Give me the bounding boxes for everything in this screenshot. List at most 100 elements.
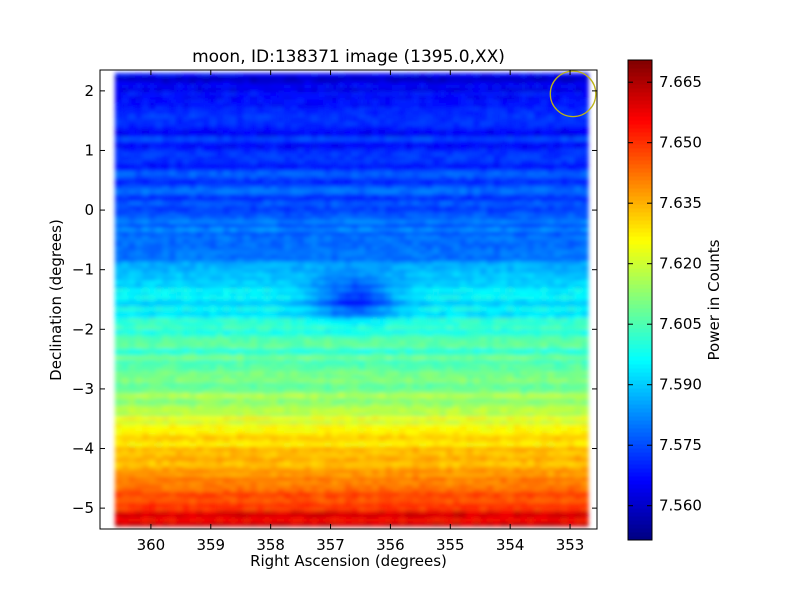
- heatmap-cell: [142, 307, 150, 312]
- heatmap-cell: [493, 144, 501, 150]
- heatmap-cell: [331, 257, 339, 263]
- heatmap-cell: [169, 223, 177, 229]
- heatmap-cell: [114, 208, 123, 214]
- heatmap-cell: [473, 80, 481, 85]
- heatmap-cell: [439, 159, 447, 165]
- heatmap-cell: [277, 197, 285, 202]
- heatmap-cell: [560, 84, 569, 89]
- heatmap-cell: [452, 118, 461, 123]
- heatmap-cell: [310, 84, 319, 89]
- heatmap-cell: [290, 129, 299, 134]
- heatmap-cell: [189, 178, 197, 184]
- heatmap-cell: [533, 88, 542, 93]
- heatmap-cell: [432, 246, 440, 252]
- heatmap-cell: [182, 114, 190, 119]
- heatmap-cell: [209, 307, 217, 312]
- heatmap-cell: [351, 80, 359, 85]
- heatmap-cell: [486, 231, 495, 236]
- heatmap-cell: [317, 84, 326, 89]
- heatmap-cell: [473, 257, 481, 263]
- heatmap-cell: [182, 325, 190, 331]
- heatmap-cell: [344, 91, 353, 97]
- heatmap-cell: [473, 174, 481, 180]
- heatmap-cell: [500, 76, 508, 82]
- heatmap-cell: [277, 88, 285, 93]
- heatmap-cell: [405, 246, 413, 252]
- heatmap-cell: [243, 129, 251, 134]
- heatmap-cell: [243, 318, 251, 323]
- heatmap-cell: [250, 261, 258, 267]
- heatmap-cell: [135, 337, 143, 342]
- heatmap-cell: [547, 91, 555, 97]
- heatmap-cell: [419, 91, 427, 97]
- heatmap-cell: [378, 197, 386, 202]
- heatmap-cell: [398, 269, 407, 274]
- heatmap-cell: [412, 307, 420, 312]
- heatmap-cell: [155, 329, 163, 335]
- heatmap-cell: [351, 174, 359, 180]
- heatmap-cell: [135, 269, 143, 274]
- heatmap-cell: [337, 174, 346, 180]
- heatmap-cell: [500, 193, 508, 199]
- heatmap-cell: [425, 103, 434, 108]
- heatmap-cell: [365, 314, 373, 319]
- heatmap-cell: [310, 103, 319, 108]
- heatmap-cell: [371, 223, 380, 229]
- heatmap-cell: [473, 148, 481, 153]
- heatmap-cell: [175, 171, 184, 176]
- heatmap-cell: [412, 110, 420, 116]
- heatmap-cell: [479, 208, 488, 214]
- heatmap-cell: [304, 216, 312, 221]
- heatmap-cell: [500, 231, 508, 236]
- heatmap-cell: [581, 144, 589, 150]
- heatmap-cell: [439, 220, 447, 225]
- heatmap-cell: [560, 99, 569, 104]
- heatmap-cell: [121, 103, 130, 108]
- heatmap-cell: [162, 125, 170, 131]
- heatmap-cell: [297, 291, 305, 297]
- heatmap-cell: [574, 114, 582, 119]
- heatmap-cell: [196, 80, 204, 85]
- heatmap-cell: [466, 133, 474, 138]
- heatmap-cell: [419, 201, 427, 206]
- heatmap-cell: [263, 318, 271, 323]
- heatmap-cell: [392, 144, 400, 150]
- heatmap-cell: [297, 227, 305, 233]
- heatmap-cell: [466, 137, 474, 142]
- heatmap-cell: [175, 239, 184, 244]
- heatmap-cell: [452, 231, 461, 236]
- heatmap-cell: [196, 174, 204, 180]
- heatmap-cell: [405, 133, 413, 138]
- heatmap-cell: [412, 80, 420, 85]
- heatmap-cell: [135, 156, 143, 161]
- heatmap-cell: [243, 201, 251, 206]
- heatmap-cell: [351, 133, 359, 138]
- heatmap-cell: [182, 148, 190, 153]
- heatmap-cell: [223, 80, 231, 85]
- heatmap-cell: [574, 231, 582, 236]
- heatmap-cell: [223, 227, 231, 233]
- heatmap-cell: [533, 72, 542, 78]
- heatmap-cell: [581, 322, 589, 327]
- heatmap-cell: [385, 303, 393, 308]
- heatmap-cell: [506, 291, 515, 297]
- heatmap-cell: [486, 246, 495, 252]
- heatmap-cell: [256, 167, 265, 172]
- heatmap-cell: [371, 269, 380, 274]
- heatmap-cell: [297, 231, 305, 236]
- heatmap-cell: [236, 231, 244, 236]
- heatmap-cell: [229, 186, 238, 191]
- heatmap-cell: [432, 122, 440, 127]
- heatmap-cell: [547, 254, 555, 259]
- heatmap-cell: [189, 341, 197, 346]
- heatmap-cell: [405, 314, 413, 319]
- heatmap-cell: [419, 337, 427, 342]
- heatmap-cell: [216, 307, 224, 312]
- heatmap-cell: [290, 310, 299, 316]
- heatmap-cell: [473, 212, 481, 218]
- heatmap-cell: [182, 103, 190, 108]
- heatmap-cell: [182, 76, 190, 82]
- heatmap-cell: [229, 333, 238, 338]
- heatmap-cell: [466, 337, 474, 342]
- heatmap-cell: [114, 171, 123, 176]
